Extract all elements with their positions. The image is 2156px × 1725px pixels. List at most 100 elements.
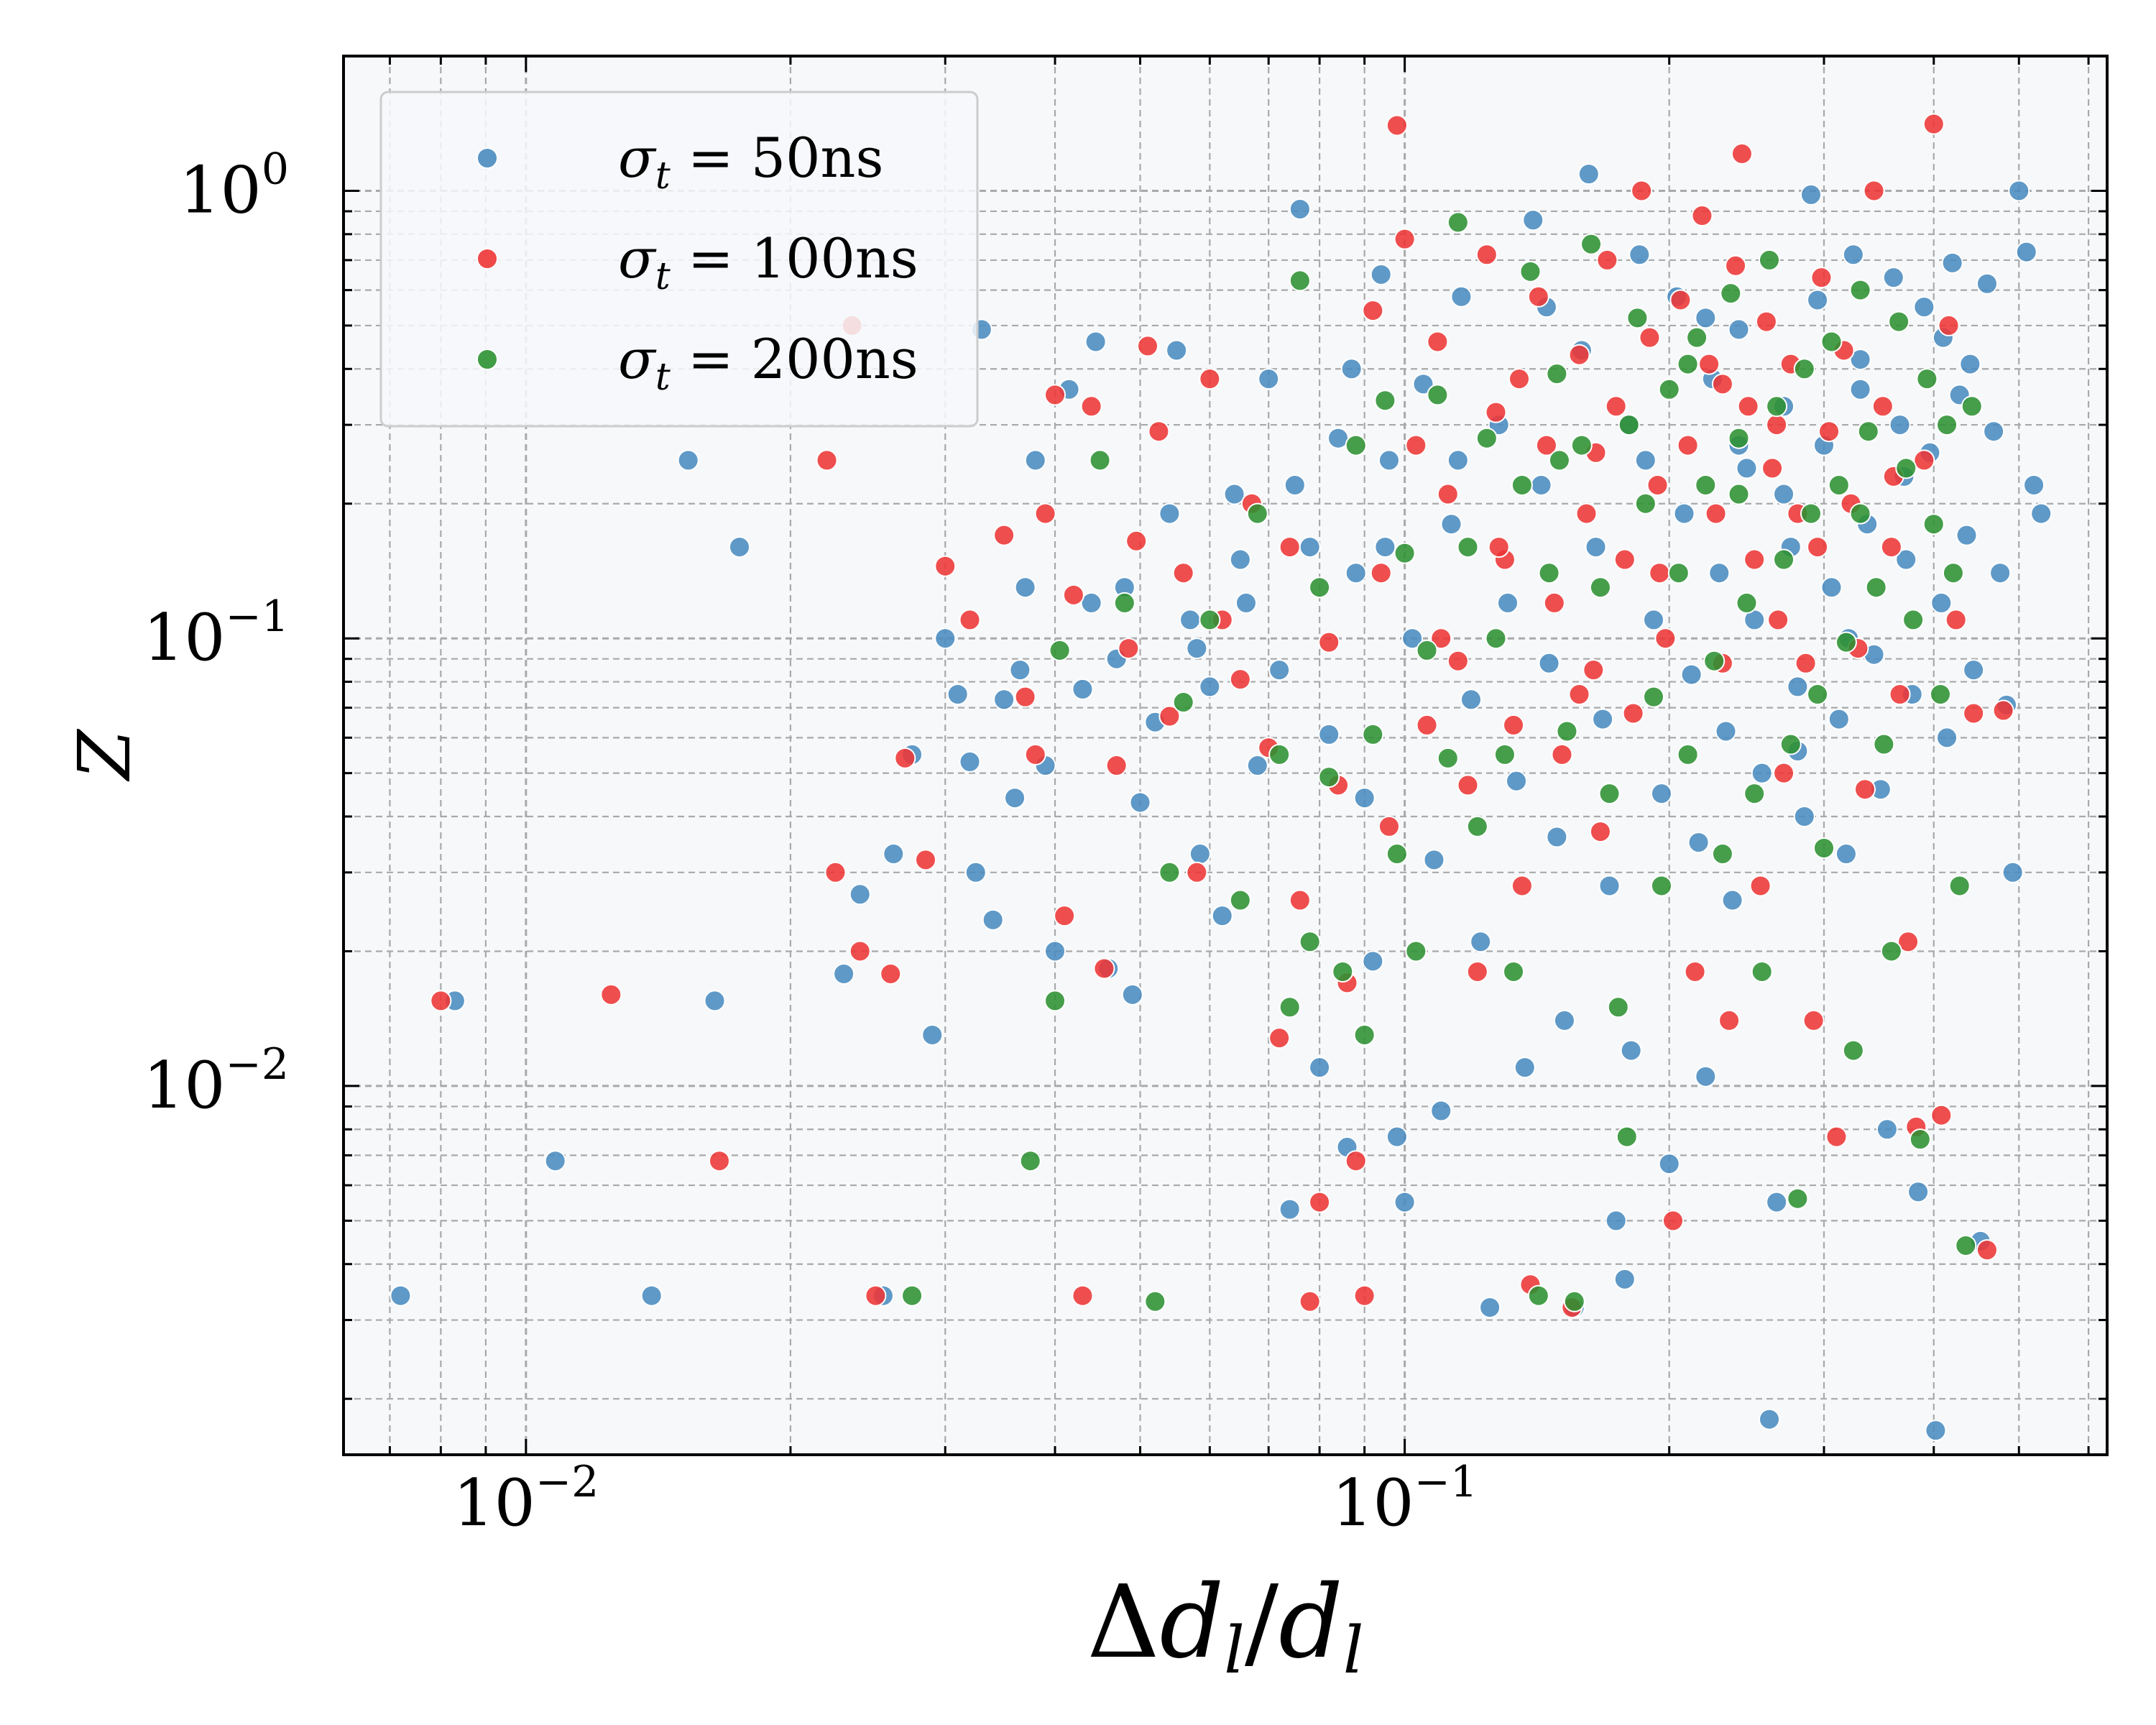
data-point xyxy=(1773,483,1795,505)
data-point xyxy=(1922,113,1945,135)
data-point xyxy=(1759,249,1781,271)
data-point xyxy=(1427,331,1449,353)
data-point xyxy=(1179,609,1202,631)
data-point xyxy=(1548,449,1570,472)
y-tick-label: 100 xyxy=(179,144,289,228)
data-point xyxy=(1743,548,1766,571)
legend-symbol: σ xyxy=(618,226,657,290)
data-point xyxy=(1538,562,1560,584)
data-point xyxy=(1479,1297,1501,1319)
data-point xyxy=(1813,837,1835,859)
data-point xyxy=(1695,474,1717,496)
data-point xyxy=(1470,931,1492,953)
data-point xyxy=(1721,889,1743,911)
legend-value: = 50ns xyxy=(671,126,884,190)
data-point xyxy=(915,849,937,871)
data-point xyxy=(1289,889,1311,911)
data-point xyxy=(1925,1420,1947,1442)
data-point xyxy=(1880,940,1902,962)
data-point xyxy=(1737,395,1759,418)
data-point xyxy=(1728,427,1750,449)
data-point xyxy=(1767,609,1789,631)
data-point xyxy=(1913,296,1935,318)
data-point xyxy=(1148,420,1170,443)
data-point xyxy=(1568,683,1590,705)
data-point xyxy=(1766,395,1788,418)
data-point xyxy=(600,983,622,1006)
data-point xyxy=(1705,502,1727,525)
data-point xyxy=(1759,1408,1781,1430)
data-point xyxy=(1983,420,2005,443)
data-point xyxy=(1976,272,1998,295)
data-point xyxy=(1024,743,1046,765)
data-point xyxy=(1186,638,1208,660)
x-tick-label: 10−2 xyxy=(453,1457,599,1541)
data-point xyxy=(1930,1104,1953,1126)
data-point xyxy=(1393,1191,1416,1213)
y-tick-label: 10−1 xyxy=(143,592,289,676)
data-point xyxy=(1871,395,1894,418)
data-point xyxy=(1362,950,1384,972)
data-point xyxy=(1450,285,1473,308)
data-point xyxy=(1888,310,1910,333)
data-point xyxy=(1485,401,1507,423)
data-point xyxy=(1289,198,1311,220)
data-point xyxy=(1807,536,1829,558)
data-point xyxy=(1802,1009,1825,1031)
x-title-den: d xyxy=(1279,1564,1343,1681)
data-point xyxy=(1158,502,1181,525)
data-point xyxy=(1556,720,1578,742)
data-point xyxy=(1488,536,1510,558)
data-point xyxy=(964,861,987,883)
data-point xyxy=(1258,368,1280,390)
data-point xyxy=(1589,576,1611,599)
data-point xyxy=(1284,474,1306,496)
data-point xyxy=(1945,609,1967,631)
data-point xyxy=(1749,875,1772,897)
data-point xyxy=(1873,733,1895,755)
data-point xyxy=(1318,723,1340,745)
data-point xyxy=(1370,562,1392,584)
data-point xyxy=(1447,211,1469,234)
data-point xyxy=(1511,474,1533,496)
data-point xyxy=(1511,875,1533,897)
data-point xyxy=(1897,931,1920,953)
data-point xyxy=(1677,743,1699,765)
legend-symbol: σ xyxy=(618,126,657,190)
data-point xyxy=(1963,659,1985,681)
data-point xyxy=(1527,285,1549,308)
data-point xyxy=(1849,279,1871,301)
data-point xyxy=(865,1284,887,1307)
data-point xyxy=(993,689,1015,711)
data-point xyxy=(1246,755,1268,777)
data-point xyxy=(1711,373,1733,395)
x-tick-exponent: −2 xyxy=(535,1457,599,1507)
data-point xyxy=(1447,650,1469,672)
data-point xyxy=(1211,905,1233,927)
data-point xyxy=(1575,502,1598,525)
data-point xyxy=(1189,843,1211,865)
data-point xyxy=(1955,1234,1977,1256)
data-point xyxy=(1761,457,1784,479)
data-point xyxy=(1538,652,1560,674)
plot-frame xyxy=(342,55,2109,1456)
data-point xyxy=(1922,513,1945,535)
data-point xyxy=(1125,530,1148,552)
data-point xyxy=(1570,434,1593,456)
data-point xyxy=(1374,536,1396,558)
y-tick-exponent: −1 xyxy=(226,592,289,642)
data-point xyxy=(1353,787,1376,809)
series-1 xyxy=(430,113,2014,1319)
data-point xyxy=(1318,631,1340,653)
data-point xyxy=(1793,358,1815,380)
data-point xyxy=(708,1150,730,1172)
data-point xyxy=(1961,395,1983,418)
data-point xyxy=(1882,267,1904,289)
data-point xyxy=(1835,631,1857,653)
data-point xyxy=(1080,592,1102,614)
data-point xyxy=(2030,502,2053,525)
data-point xyxy=(2023,474,2045,496)
data-point xyxy=(982,908,1004,931)
data-point xyxy=(1876,1118,1898,1141)
